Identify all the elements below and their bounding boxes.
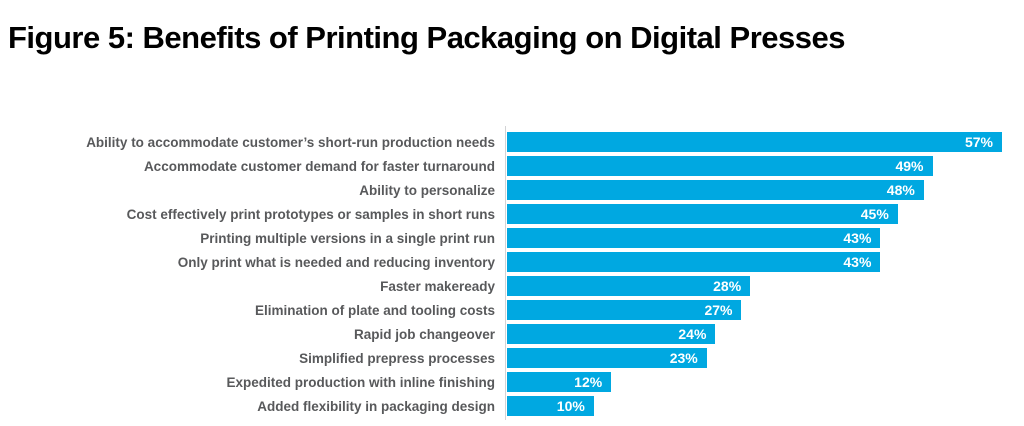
bar-track: 57% xyxy=(507,132,1002,152)
chart-row: Faster makeready 28% xyxy=(0,276,1024,296)
chart-row: Elimination of plate and tooling costs 27… xyxy=(0,300,1024,320)
chart-row: Only print what is needed and reducing i… xyxy=(0,252,1024,272)
y-axis-line xyxy=(505,126,506,420)
bar-track: 23% xyxy=(507,348,1002,368)
chart-row: Expedited production with inline finishi… xyxy=(0,372,1024,392)
value-label: 27% xyxy=(704,302,733,318)
chart-row: Cost effectively print prototypes or sam… xyxy=(0,204,1024,224)
bar: 10% xyxy=(507,396,594,416)
bar: 45% xyxy=(507,204,898,224)
value-label: 23% xyxy=(669,350,698,366)
bar-track: 28% xyxy=(507,276,1002,296)
category-label: Ability to personalize xyxy=(359,182,495,198)
bar-track: 10% xyxy=(507,396,1002,416)
value-label: 43% xyxy=(843,254,872,270)
category-label: Only print what is needed and reducing i… xyxy=(177,254,495,270)
bar: 43% xyxy=(507,252,881,272)
category-label: Accommodate customer demand for faster t… xyxy=(143,158,495,174)
category-label: Ability to accommodate customer’s short-… xyxy=(86,134,495,150)
bar-track: 48% xyxy=(507,180,1002,200)
bar: 57% xyxy=(507,132,1002,152)
bar-track: 24% xyxy=(507,324,1002,344)
chart-row: Ability to accommodate customer’s short-… xyxy=(0,132,1024,152)
category-label: Simplified prepress processes xyxy=(299,350,495,366)
bar: 23% xyxy=(507,348,707,368)
bar-track: 43% xyxy=(507,252,1002,272)
category-label: Added flexibility in packaging design xyxy=(257,398,495,414)
bar-track: 12% xyxy=(507,372,1002,392)
value-label: 57% xyxy=(964,134,993,150)
value-label: 12% xyxy=(574,374,603,390)
value-label: 24% xyxy=(678,326,707,342)
value-label: 45% xyxy=(860,206,889,222)
bar-track: 43% xyxy=(507,228,1002,248)
chart-row: Simplified prepress processes 23% xyxy=(0,348,1024,368)
bar: 49% xyxy=(507,156,933,176)
chart-row: Ability to personalize 48% xyxy=(0,180,1024,200)
bar: 24% xyxy=(507,324,716,344)
category-label: Rapid job changeover xyxy=(353,326,495,342)
category-label: Cost effectively print prototypes or sam… xyxy=(126,206,495,222)
bar: 12% xyxy=(507,372,612,392)
bar-chart: Ability to accommodate customer’s short-… xyxy=(0,132,1024,416)
bar-track: 27% xyxy=(507,300,1002,320)
value-label: 28% xyxy=(713,278,742,294)
bar-track: 45% xyxy=(507,204,1002,224)
value-label: 43% xyxy=(843,230,872,246)
figure-title: Figure 5: Benefits of Printing Packaging… xyxy=(8,20,845,55)
bar: 43% xyxy=(507,228,881,248)
category-label: Printing multiple versions in a single p… xyxy=(200,230,495,246)
chart-row: Rapid job changeover 24% xyxy=(0,324,1024,344)
bar-rows: Ability to accommodate customer’s short-… xyxy=(0,132,1024,416)
chart-row: Accommodate customer demand for faster t… xyxy=(0,156,1024,176)
chart-row: Printing multiple versions in a single p… xyxy=(0,228,1024,248)
chart-row: Added flexibility in packaging design 10% xyxy=(0,396,1024,416)
value-label: 48% xyxy=(886,182,915,198)
value-label: 10% xyxy=(556,398,585,414)
category-label: Elimination of plate and tooling costs xyxy=(254,302,495,318)
value-label: 49% xyxy=(895,158,924,174)
bar: 28% xyxy=(507,276,751,296)
category-label: Expedited production with inline finishi… xyxy=(226,374,496,390)
bar: 48% xyxy=(507,180,924,200)
bar: 27% xyxy=(507,300,742,320)
bar-track: 49% xyxy=(507,156,1002,176)
category-label: Faster makeready xyxy=(380,278,495,294)
